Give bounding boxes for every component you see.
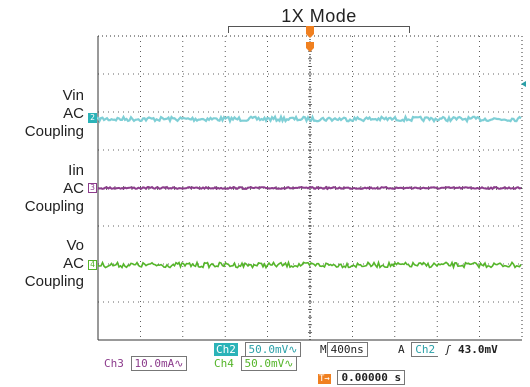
mode-bracket bbox=[228, 26, 410, 33]
ch2-readout[interactable]: Ch2 50.0mV∿ bbox=[214, 342, 302, 357]
ch4-coupling-ac: AC bbox=[63, 255, 84, 272]
ch2-ground-marker[interactable]: 2 bbox=[88, 113, 97, 123]
trigger-position-marker[interactable] bbox=[306, 26, 314, 38]
waveform-traces bbox=[96, 113, 522, 270]
trigger-slope-icon: ʃ bbox=[444, 343, 452, 356]
ch3-ground-marker[interactable]: 3 bbox=[88, 183, 97, 193]
ch3-readout[interactable]: Ch3 10.0mA∿ bbox=[104, 356, 188, 371]
ch3-scale: 10.0mA∿ bbox=[130, 356, 188, 371]
ch4-ground-marker[interactable]: 4 bbox=[88, 260, 97, 270]
trigger-position: 0.00000 s bbox=[337, 370, 406, 385]
trigger-level: 43.0mV bbox=[458, 343, 498, 356]
timebase-prefix: M bbox=[320, 343, 327, 356]
ch4-coupling-word: Coupling bbox=[24, 273, 84, 290]
ch2-label-block: Vin AC Coupling bbox=[0, 87, 84, 141]
trigger-readout[interactable]: A Ch2 ʃ 43.0mV bbox=[398, 342, 498, 357]
ch2-coupling-word: Coupling bbox=[24, 123, 84, 140]
ch4-label-block: Vo AC Coupling bbox=[0, 237, 84, 291]
ch4-scale: 50.0mV∿ bbox=[240, 356, 298, 371]
ch2-name: Vin bbox=[62, 87, 84, 104]
ch3-label-block: Iin AC Coupling bbox=[0, 162, 84, 216]
ch4-trace bbox=[97, 259, 522, 270]
trigger-level-marker[interactable] bbox=[521, 81, 526, 87]
ch3-name: Iin bbox=[68, 162, 84, 179]
trigger-position-readout[interactable]: T→ 0.00000 s bbox=[318, 370, 406, 386]
ch2-trace bbox=[96, 113, 522, 125]
ch2-scale: 50.0mV∿ bbox=[244, 342, 302, 357]
ch3-coupling-word: Coupling bbox=[24, 198, 84, 215]
ch3-trace bbox=[97, 185, 522, 191]
ch3-coupling-ac: AC bbox=[63, 180, 84, 197]
trigger-source: Ch2 bbox=[411, 342, 439, 357]
ch4-name: Vo bbox=[66, 237, 84, 254]
ch4-readout-label: Ch4 bbox=[214, 357, 234, 370]
ch3-readout-label: Ch3 bbox=[104, 357, 124, 370]
ch2-coupling-ac: AC bbox=[63, 105, 84, 122]
trigger-markers bbox=[306, 26, 526, 87]
trigger-mode: A bbox=[398, 343, 405, 356]
mode-title: 1X Mode bbox=[281, 6, 357, 26]
trigger-position-icon: T→ bbox=[318, 374, 331, 384]
ch4-readout[interactable]: Ch4 50.0mV∿ bbox=[214, 356, 298, 371]
trigger-time-marker[interactable] bbox=[306, 42, 314, 52]
timebase-readout[interactable]: M 400ns bbox=[320, 342, 368, 357]
ch2-readout-label: Ch2 bbox=[214, 343, 238, 356]
timebase-value: 400ns bbox=[326, 342, 368, 357]
